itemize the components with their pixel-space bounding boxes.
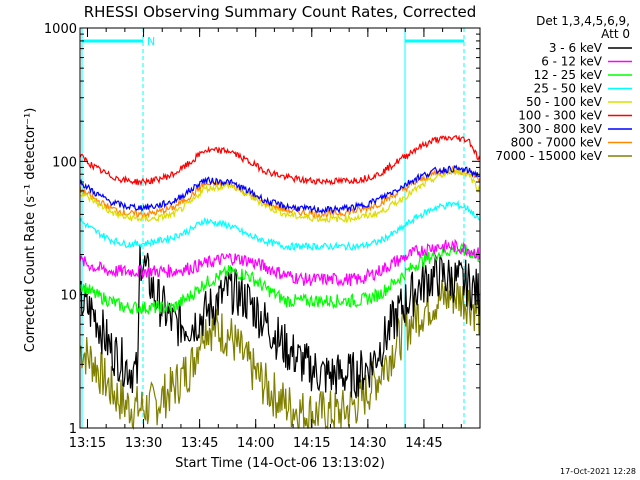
night-annotation: N (147, 35, 155, 48)
series-line-0 (79, 245, 481, 399)
legend-label: 300 - 800 keV (518, 122, 602, 136)
y-tick-label: 10 (60, 289, 77, 304)
marker-lines: N (81, 28, 465, 428)
legend-header-line2: Att 0 (601, 27, 630, 41)
y-axis: 1 10 100 1000 (44, 22, 480, 437)
x-tick-label: 13:30 (125, 436, 162, 451)
legend-label: 3 - 6 keV (549, 41, 603, 55)
x-tick-label: 13:15 (69, 436, 106, 451)
legend-header-line1: Det 1,3,4,5,6,9, (536, 14, 630, 28)
series-line-1 (79, 238, 481, 287)
x-tick-label: 14:45 (405, 436, 442, 451)
series-line-2 (79, 242, 481, 315)
series-line-3 (79, 199, 481, 252)
legend-label: 50 - 100 keV (526, 95, 603, 109)
chart-title: RHESSI Observing Summary Count Rates, Co… (84, 3, 477, 21)
series-line-5 (79, 134, 481, 187)
plot-frame (79, 27, 481, 429)
x-tick-label: 14:00 (237, 436, 274, 451)
legend-label: 25 - 50 keV (534, 82, 603, 96)
x-axis-label: Start Time (14-Oct-06 13:13:02) (175, 456, 385, 471)
series-layer (79, 134, 481, 431)
legend-label: 7000 - 15000 keV (495, 149, 602, 163)
y-tick-label: 1000 (44, 22, 77, 37)
legend-label: 6 - 12 keV (541, 55, 603, 69)
series-line-8 (79, 277, 481, 431)
footer-timestamp: 17-Oct-2021 12:28 (560, 467, 636, 476)
x-tick-label: 14:15 (293, 436, 330, 451)
y-tick-label: 1 (69, 422, 77, 437)
x-tick-label: 13:45 (181, 436, 218, 451)
x-tick-label: 14:30 (349, 436, 386, 451)
legend-label: 12 - 25 keV (534, 68, 603, 82)
y-axis-label: Corrected Count Rate (s⁻¹ detector⁻¹) (23, 108, 38, 353)
y-tick-label: 100 (52, 155, 77, 170)
series-line-6 (79, 164, 481, 215)
series-line-4 (79, 167, 481, 224)
legend-label: 100 - 300 keV (518, 109, 602, 123)
legend-label: 800 - 7000 keV (511, 136, 603, 150)
x-axis: 13:15 13:30 13:45 14:00 14:15 14:30 14:45 (69, 28, 481, 451)
